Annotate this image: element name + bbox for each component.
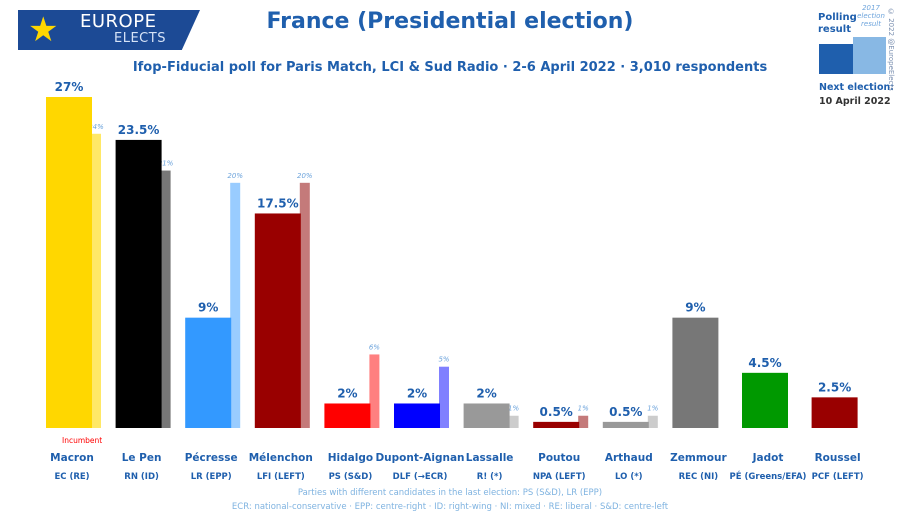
prev-election-bar [299, 182, 310, 428]
star-icon: ★ [28, 10, 59, 50]
prev-election-bar [647, 415, 658, 428]
prev-election-label: 20% [297, 172, 313, 180]
poll-bar [115, 139, 162, 428]
party-label: PCF (LEFT) [812, 472, 864, 482]
legend-prev-swatch [853, 37, 886, 74]
poll-value-label: 27% [55, 80, 84, 94]
candidate-name: Dupont-Aignan [375, 452, 464, 464]
prev-election-label: 1% [647, 405, 658, 413]
prev-election-bar [439, 366, 449, 428]
copyright-text: © 2022 @EuropeElects [887, 8, 895, 91]
legend-polling-label: Polling result [818, 12, 857, 35]
poll-value-label: 9% [685, 301, 705, 315]
poll-value-label: 2% [407, 386, 427, 400]
prev-election-label: 1% [578, 405, 589, 413]
poll-bar [46, 97, 92, 428]
poll-bar [742, 372, 788, 428]
prev-election-label: 24% [88, 123, 104, 131]
next-election-label: Next election: [819, 82, 895, 93]
party-label: LR (EPP) [191, 472, 232, 482]
party-label: REC (NI) [679, 472, 719, 482]
party-label: LFI (LEFT) [257, 472, 305, 482]
poll-value-label: 0.5% [609, 405, 642, 419]
poll-bar [324, 403, 371, 428]
prev-election-bar [230, 182, 241, 428]
poll-bar [533, 421, 580, 428]
prev-election-label: 6% [369, 343, 380, 351]
chart-title: France (Presidential election) [266, 9, 634, 34]
poll-value-label: 2% [337, 386, 357, 400]
party-label: R! (*) [477, 472, 503, 482]
prev-election-label: 20% [227, 172, 243, 180]
candidate-name: Poutou [538, 452, 580, 464]
poll-bar [394, 403, 440, 428]
candidate-name: Pécresse [185, 452, 238, 464]
party-label: DLF (→ECR) [393, 472, 448, 482]
next-election-date: 10 April 2022 [819, 96, 891, 107]
party-label: PÉ (Greens/EFA) [730, 470, 807, 482]
poll-value-label: 9% [198, 301, 218, 315]
europe-elects-logo: ★ EUROPE ELECTS [18, 10, 200, 50]
poll-bar [602, 421, 649, 428]
poll-bar [463, 403, 510, 428]
poll-value-label: 23.5% [118, 123, 160, 137]
prev-election-bar [160, 170, 171, 429]
poll-value-label: 0.5% [540, 405, 573, 419]
poll-value-label: 4.5% [748, 356, 781, 370]
party-label: EC (RE) [54, 472, 89, 482]
poll-bar [254, 213, 301, 428]
incumbent-annotation: Incumbent [62, 436, 102, 445]
poll-bar [672, 317, 719, 428]
candidate-name: Macron [50, 452, 94, 464]
logo-text-elects: ELECTS [114, 31, 166, 46]
candidate-name: Arthaud [605, 452, 653, 464]
prev-election-label: 1% [508, 405, 519, 413]
poll-value-label: 17.5% [257, 196, 299, 210]
chart-subtitle: Ifop-Fiducial poll for Paris Match, LCI … [132, 60, 768, 75]
party-label: RN (ID) [124, 472, 159, 482]
candidate-name: Le Pen [122, 452, 162, 464]
candidate-name: Jadot [752, 452, 784, 464]
party-label: NPA (LEFT) [533, 472, 586, 482]
poll-value-label: 2.5% [818, 380, 851, 394]
prev-election-bar [578, 415, 589, 428]
poll-bar [811, 397, 858, 428]
candidate-name: Zemmour [670, 452, 727, 464]
prev-election-bar [369, 354, 380, 428]
poll-value-label: 2% [476, 386, 496, 400]
poll-bar [185, 317, 232, 428]
legend-polling-swatch [819, 44, 855, 74]
prev-election-bar [91, 133, 101, 428]
legend-prev-label: 2017 election result [857, 4, 885, 28]
footnote-parties: Parties with different candidates in the… [297, 488, 603, 498]
prev-election-label: 5% [438, 356, 449, 364]
candidate-name: Mélenchon [249, 452, 313, 464]
prev-election-bar [508, 415, 519, 428]
party-label: LO (*) [615, 472, 643, 482]
party-label: PS (S&D) [329, 472, 373, 482]
footnote-groups: ECR: national-conservative · EPP: centre… [231, 502, 669, 512]
candidate-name: Hidalgo [328, 452, 373, 464]
logo-text-europe: EUROPE [80, 11, 157, 32]
candidate-name: Roussel [815, 452, 861, 464]
candidate-name: Lassalle [466, 452, 514, 464]
prev-election-label: 21% [158, 160, 174, 168]
